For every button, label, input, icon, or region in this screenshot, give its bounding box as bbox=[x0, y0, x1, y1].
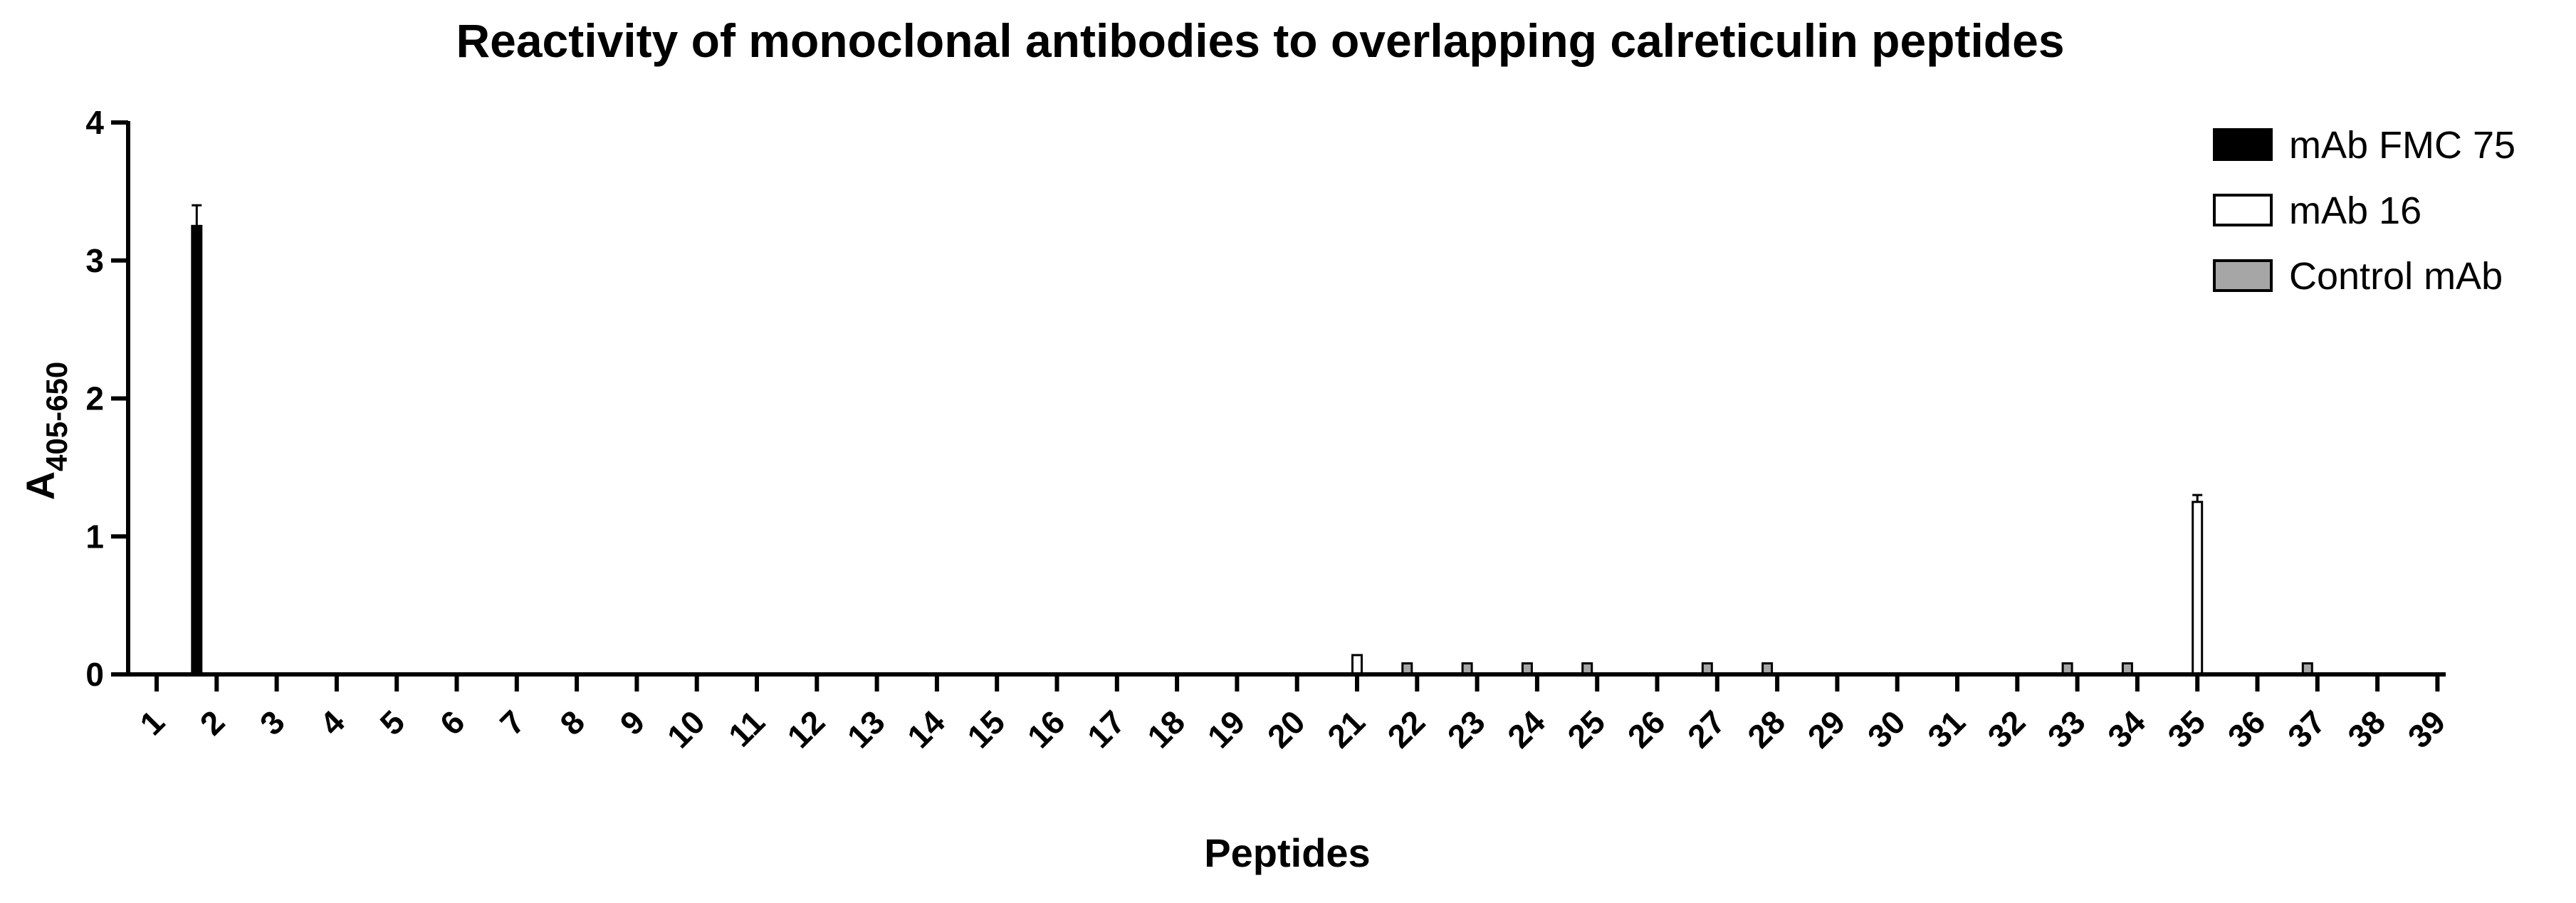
x-tick-label-26: 26 bbox=[1621, 703, 1672, 755]
x-tick-label-29: 29 bbox=[1801, 703, 1853, 755]
bar-mab-fmc-75-2 bbox=[191, 224, 203, 676]
legend-label-mab-fmc-75: mAb FMC 75 bbox=[2289, 124, 2515, 167]
x-tick-label-16: 16 bbox=[1020, 703, 1072, 755]
x-tick-label-23: 23 bbox=[1440, 703, 1492, 755]
x-tick-label-38: 38 bbox=[2340, 703, 2392, 755]
x-tick-label-32: 32 bbox=[1980, 703, 2032, 755]
y-axis-title-subscript: 405-650 bbox=[40, 362, 73, 471]
x-axis-title: Peptides bbox=[1204, 830, 1370, 875]
y-tick-label-3: 3 bbox=[85, 242, 104, 279]
y-axis-title-main: A bbox=[18, 471, 63, 500]
x-tick-label-18: 18 bbox=[1140, 703, 1192, 755]
x-tick-label-2: 2 bbox=[193, 703, 232, 742]
x-tick-label-9: 9 bbox=[613, 703, 652, 742]
x-tick-label-7: 7 bbox=[493, 703, 532, 742]
x-tick-label-15: 15 bbox=[960, 703, 1012, 755]
bar-mab-16-21 bbox=[1351, 654, 1363, 676]
x-tick-label-25: 25 bbox=[1560, 703, 1612, 755]
x-tick-label-12: 12 bbox=[780, 703, 832, 755]
legend: mAb FMC 75 mAb 16 Control mAb bbox=[2213, 124, 2515, 298]
x-tick-label-20: 20 bbox=[1260, 703, 1312, 755]
x-tick-label-39: 39 bbox=[2401, 703, 2453, 755]
svg-text:A405-650: A405-650 bbox=[18, 362, 73, 501]
x-tick-label-27: 27 bbox=[1680, 703, 1732, 755]
x-tick-label-36: 36 bbox=[2221, 703, 2273, 755]
legend-swatch-mab-fmc-75 bbox=[2213, 128, 2273, 161]
x-tick-label-4: 4 bbox=[313, 703, 352, 742]
x-tick-label-37: 37 bbox=[2281, 703, 2332, 755]
x-tick-label-1: 1 bbox=[132, 703, 172, 742]
x-tick-label-22: 22 bbox=[1380, 703, 1432, 755]
y-tick-label-1: 1 bbox=[85, 518, 104, 555]
x-tick-label-6: 6 bbox=[433, 703, 472, 742]
x-tick-label-13: 13 bbox=[840, 703, 892, 755]
x-tick-label-8: 8 bbox=[553, 703, 592, 742]
legend-label-control-mab: Control mAb bbox=[2289, 255, 2503, 298]
y-tick-label-2: 2 bbox=[85, 380, 104, 417]
x-tick-label-30: 30 bbox=[1860, 703, 1912, 755]
y-axis-title: A405-650 bbox=[18, 362, 73, 501]
legend-swatch-control-mab bbox=[2213, 259, 2273, 292]
x-tick-label-17: 17 bbox=[1080, 703, 1132, 755]
legend-label-mab-16: mAb 16 bbox=[2289, 189, 2421, 232]
x-tick-label-33: 33 bbox=[2041, 703, 2093, 755]
y-tick-label-0: 0 bbox=[85, 656, 104, 693]
x-tick-label-5: 5 bbox=[372, 703, 412, 742]
x-tick-label-21: 21 bbox=[1320, 703, 1372, 755]
x-tick-label-28: 28 bbox=[1740, 703, 1792, 755]
plot-area bbox=[191, 204, 2313, 676]
bar-mab-16-35 bbox=[2192, 501, 2204, 676]
x-tick-label-14: 14 bbox=[900, 703, 952, 755]
y-tick-label-4: 4 bbox=[85, 104, 104, 141]
legend-swatch-mab-16 bbox=[2213, 194, 2273, 226]
x-tick-label-35: 35 bbox=[2160, 703, 2212, 755]
x-tick-label-3: 3 bbox=[253, 703, 292, 742]
x-tick-label-19: 19 bbox=[1200, 703, 1252, 755]
x-tick-label-34: 34 bbox=[2100, 703, 2152, 755]
x-tick-label-31: 31 bbox=[1920, 703, 1972, 755]
x-tick-label-11: 11 bbox=[721, 703, 772, 753]
x-tick-label-10: 10 bbox=[660, 703, 712, 755]
chart-title: Reactivity of monoclonal antibodies to o… bbox=[456, 14, 2064, 67]
x-tick-label-24: 24 bbox=[1500, 703, 1552, 755]
